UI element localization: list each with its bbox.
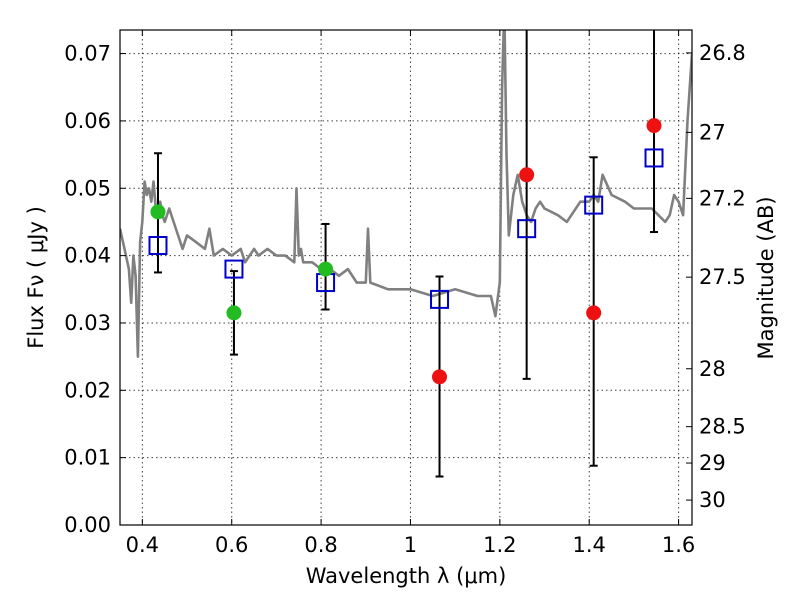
data-point-layer: [150, 118, 662, 385]
spectrum-line: [120, 30, 692, 358]
y-tick-label: 0.02: [64, 378, 111, 402]
right-tick-label: 30: [699, 488, 726, 512]
x-tick-label: 1.2: [483, 533, 516, 557]
red-data-point: [519, 167, 535, 183]
right-tick-label: 27.2: [699, 186, 746, 210]
y-tick-label: 0.05: [64, 176, 111, 200]
model-square: [517, 219, 537, 239]
green-data-point: [318, 261, 334, 277]
right-tick-label: 29: [699, 451, 726, 475]
x-axis-label: Wavelength λ (μm): [306, 564, 507, 588]
x-tick-label: 0.6: [215, 533, 248, 557]
tick-label-layer: 0.4 0.6 0.8 1 1.2 1.4 1.6 0.00 0.01 0.02 0.03 0.04 0…: [64, 41, 746, 557]
red-data-point: [432, 369, 448, 385]
green-data-point: [150, 204, 166, 220]
right-tick-label: 28.5: [699, 415, 746, 439]
red-data-point: [646, 118, 662, 134]
model-square: [148, 236, 168, 256]
x-tick-label: 1.4: [573, 533, 606, 557]
x-tick-label: 0.8: [304, 533, 337, 557]
x-tick-label: 1: [404, 533, 417, 557]
right-tick-label: 27.5: [699, 265, 746, 289]
model-square: [584, 195, 604, 215]
y-tick-label: 0.03: [64, 311, 111, 335]
right-tick-label: 26.8: [699, 41, 746, 65]
model-square-layer: [148, 148, 664, 309]
y-tick-label: 0.00: [64, 513, 111, 537]
y-tick-label: 0.01: [64, 446, 111, 470]
red-data-point: [586, 305, 602, 321]
y-tick-label: 0.04: [64, 244, 111, 268]
model-square: [224, 259, 244, 279]
grid: [120, 30, 692, 526]
model-square: [644, 148, 664, 168]
y-tick-label: 0.07: [64, 42, 111, 66]
y-tick-label: 0.06: [64, 109, 111, 133]
right-axis-label: Magnitude (AB): [754, 196, 778, 359]
spectrum-layer: [120, 30, 692, 358]
model-square: [430, 289, 450, 309]
x-tick-label: 0.4: [126, 533, 159, 557]
x-tick-label: 1.6: [662, 533, 695, 557]
tick-layer: [120, 30, 692, 526]
plot-frame: [119, 29, 693, 526]
right-tick-label: 28: [699, 357, 726, 381]
green-data-point: [226, 305, 242, 321]
y-axis-label: Flux Fν ( μJy ): [24, 206, 48, 349]
right-tick-label: 27: [699, 120, 726, 144]
